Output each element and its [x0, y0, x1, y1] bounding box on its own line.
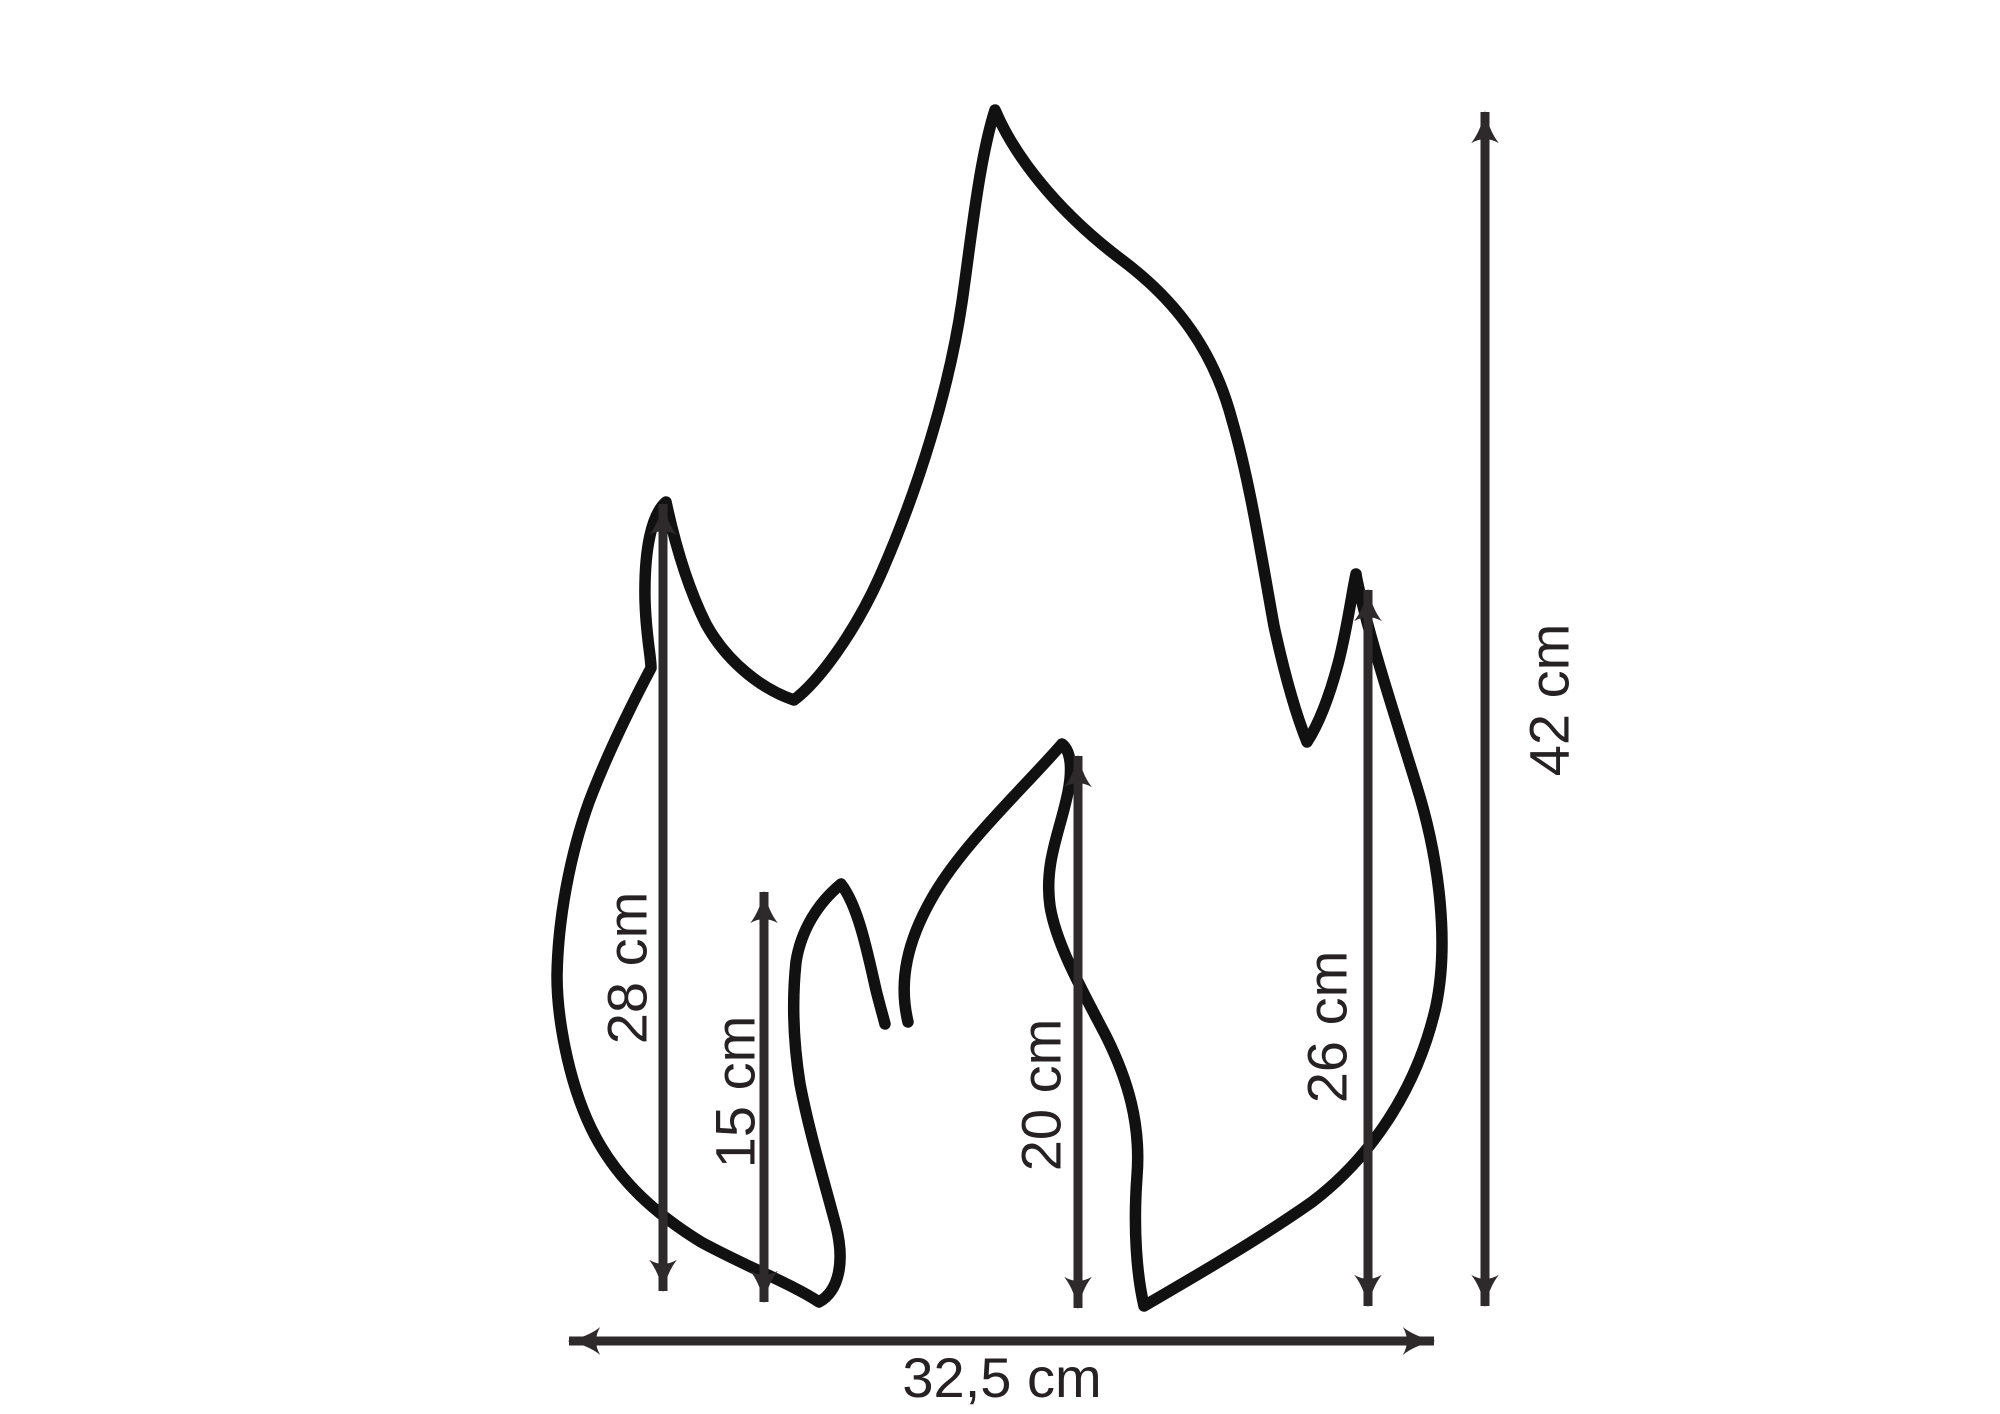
dimension-label-left-spike: 28 cm	[596, 892, 659, 1045]
dimension-label-total-width: 32,5 cm	[902, 1346, 1101, 1409]
flame-outline	[551, 104, 1448, 1312]
dimension-label-inner-small: 15 cm	[704, 1016, 767, 1169]
dimension-label-total-height: 42 cm	[1518, 624, 1581, 777]
dimension-label-inner-mid: 20 cm	[1010, 1019, 1073, 1172]
dimension-label-right-spike: 26 cm	[1296, 951, 1359, 1104]
